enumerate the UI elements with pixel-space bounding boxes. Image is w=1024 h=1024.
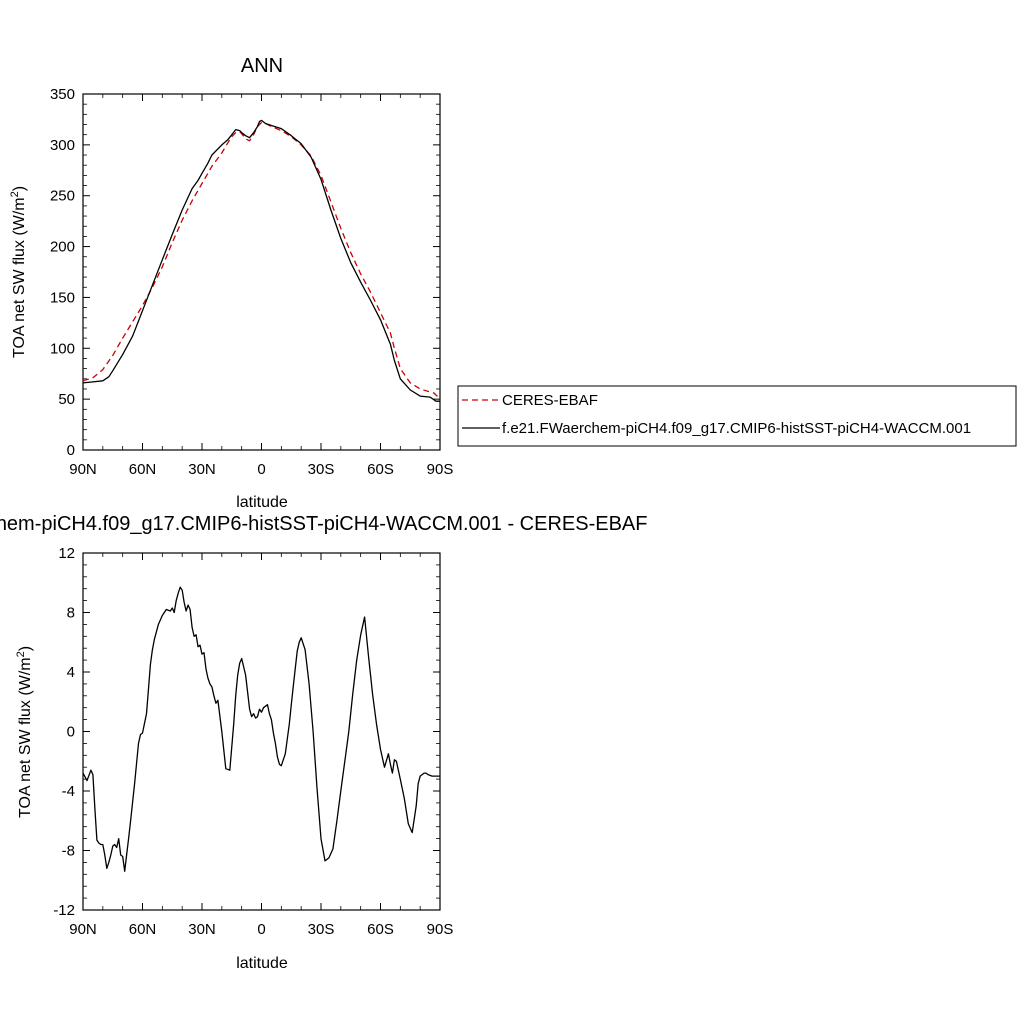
bottom-x-axis-label: latitude bbox=[236, 955, 288, 972]
top-y-tick-label: 200 bbox=[50, 239, 75, 256]
bottom-x-tick-label: 60S bbox=[367, 921, 394, 938]
top-y-tick-label: 300 bbox=[50, 137, 75, 154]
bottom-x-ticks: 90N 60N 30N 0 30S 60S 90S bbox=[69, 553, 453, 938]
bottom-series-lines bbox=[82, 586, 440, 872]
top-x-tick-label: 90S bbox=[427, 461, 454, 478]
top-y-tick-label: 250 bbox=[50, 188, 75, 205]
bottom-panel: f.e21.FWaerchem-piCH4.f09_g17.CMIP6-hist… bbox=[0, 513, 647, 972]
top-series-lines bbox=[82, 119, 441, 402]
top-y-tick-label: 100 bbox=[50, 340, 75, 357]
bottom-x-tick-label: 90S bbox=[427, 921, 454, 938]
bottom-y-tick-label: 0 bbox=[67, 724, 75, 741]
top-y-ticks: 0 50 100 150 200 250 300 350 bbox=[50, 86, 440, 459]
bottom-chart-title: f.e21.FWaerchem-piCH4.f09_g17.CMIP6-hist… bbox=[0, 513, 647, 535]
bottom-x-tick-label: 30N bbox=[188, 921, 216, 938]
top-y-axis-label-sup: 2 bbox=[9, 191, 21, 197]
top-y-tick-label: 150 bbox=[50, 289, 75, 306]
bottom-y-ticks: -12 -8 -4 0 4 8 12 bbox=[53, 545, 440, 919]
legend: CERES-EBAF f.e21.FWaerchem-piCH4.f09_g17… bbox=[457, 385, 1017, 447]
bottom-x-tick-label: 90N bbox=[69, 921, 97, 938]
top-y-axis-label-end: ) bbox=[11, 186, 28, 191]
bottom-y-axis-label-sup: 2 bbox=[15, 651, 27, 657]
bottom-y-axis-label: TOA net SW flux (W/m2) bbox=[15, 646, 34, 818]
bottom-series-line-0 bbox=[82, 586, 440, 872]
top-x-ticks: 90N 60N 30N 0 30S 60S 90S bbox=[69, 94, 453, 478]
bottom-y-axis-label-main: TOA net SW flux (W/m bbox=[17, 657, 34, 818]
bottom-y-tick-label: -12 bbox=[53, 902, 75, 919]
top-y-tick-label: 50 bbox=[58, 391, 75, 408]
top-x-tick-label: 90N bbox=[69, 461, 97, 478]
bottom-y-axis-label-end: ) bbox=[17, 646, 34, 651]
bottom-x-tick-label: 60N bbox=[129, 921, 157, 938]
bottom-y-tick-label: 12 bbox=[58, 545, 75, 562]
top-series-line-1 bbox=[82, 119, 440, 402]
bottom-plot-frame bbox=[82, 552, 441, 911]
top-x-tick-label: 0 bbox=[257, 461, 265, 478]
top-panel: ANN 0 50 100 150 200 250 300 350 90N 60N 30N 0 30S 6… bbox=[9, 55, 453, 511]
top-x-axis-label: latitude bbox=[236, 494, 288, 511]
bottom-y-tick-label: -8 bbox=[62, 843, 75, 860]
top-x-tick-label: 60N bbox=[129, 461, 157, 478]
top-y-tick-label: 0 bbox=[67, 442, 75, 459]
bottom-y-tick-label: -4 bbox=[62, 783, 75, 800]
legend-label-ceres: CERES-EBAF bbox=[502, 392, 598, 409]
top-plot-frame bbox=[82, 93, 441, 451]
top-chart-title: ANN bbox=[241, 55, 283, 77]
bottom-y-tick-label: 4 bbox=[67, 664, 75, 681]
top-x-tick-label: 60S bbox=[367, 461, 394, 478]
top-series-line-0 bbox=[82, 121, 441, 400]
top-x-tick-label: 30S bbox=[308, 461, 335, 478]
bottom-x-tick-label: 0 bbox=[257, 921, 265, 938]
bottom-x-tick-label: 30S bbox=[308, 921, 335, 938]
top-y-axis-label-main: TOA net SW flux (W/m bbox=[11, 197, 28, 358]
legend-label-model: f.e21.FWaerchem-piCH4.f09_g17.CMIP6-hist… bbox=[502, 420, 971, 437]
legend-box bbox=[457, 385, 1017, 447]
bottom-y-tick-label: 8 bbox=[67, 605, 75, 622]
top-x-tick-label: 30N bbox=[188, 461, 216, 478]
top-y-tick-label: 350 bbox=[50, 86, 75, 103]
top-y-axis-label: TOA net SW flux (W/m2) bbox=[9, 186, 28, 358]
